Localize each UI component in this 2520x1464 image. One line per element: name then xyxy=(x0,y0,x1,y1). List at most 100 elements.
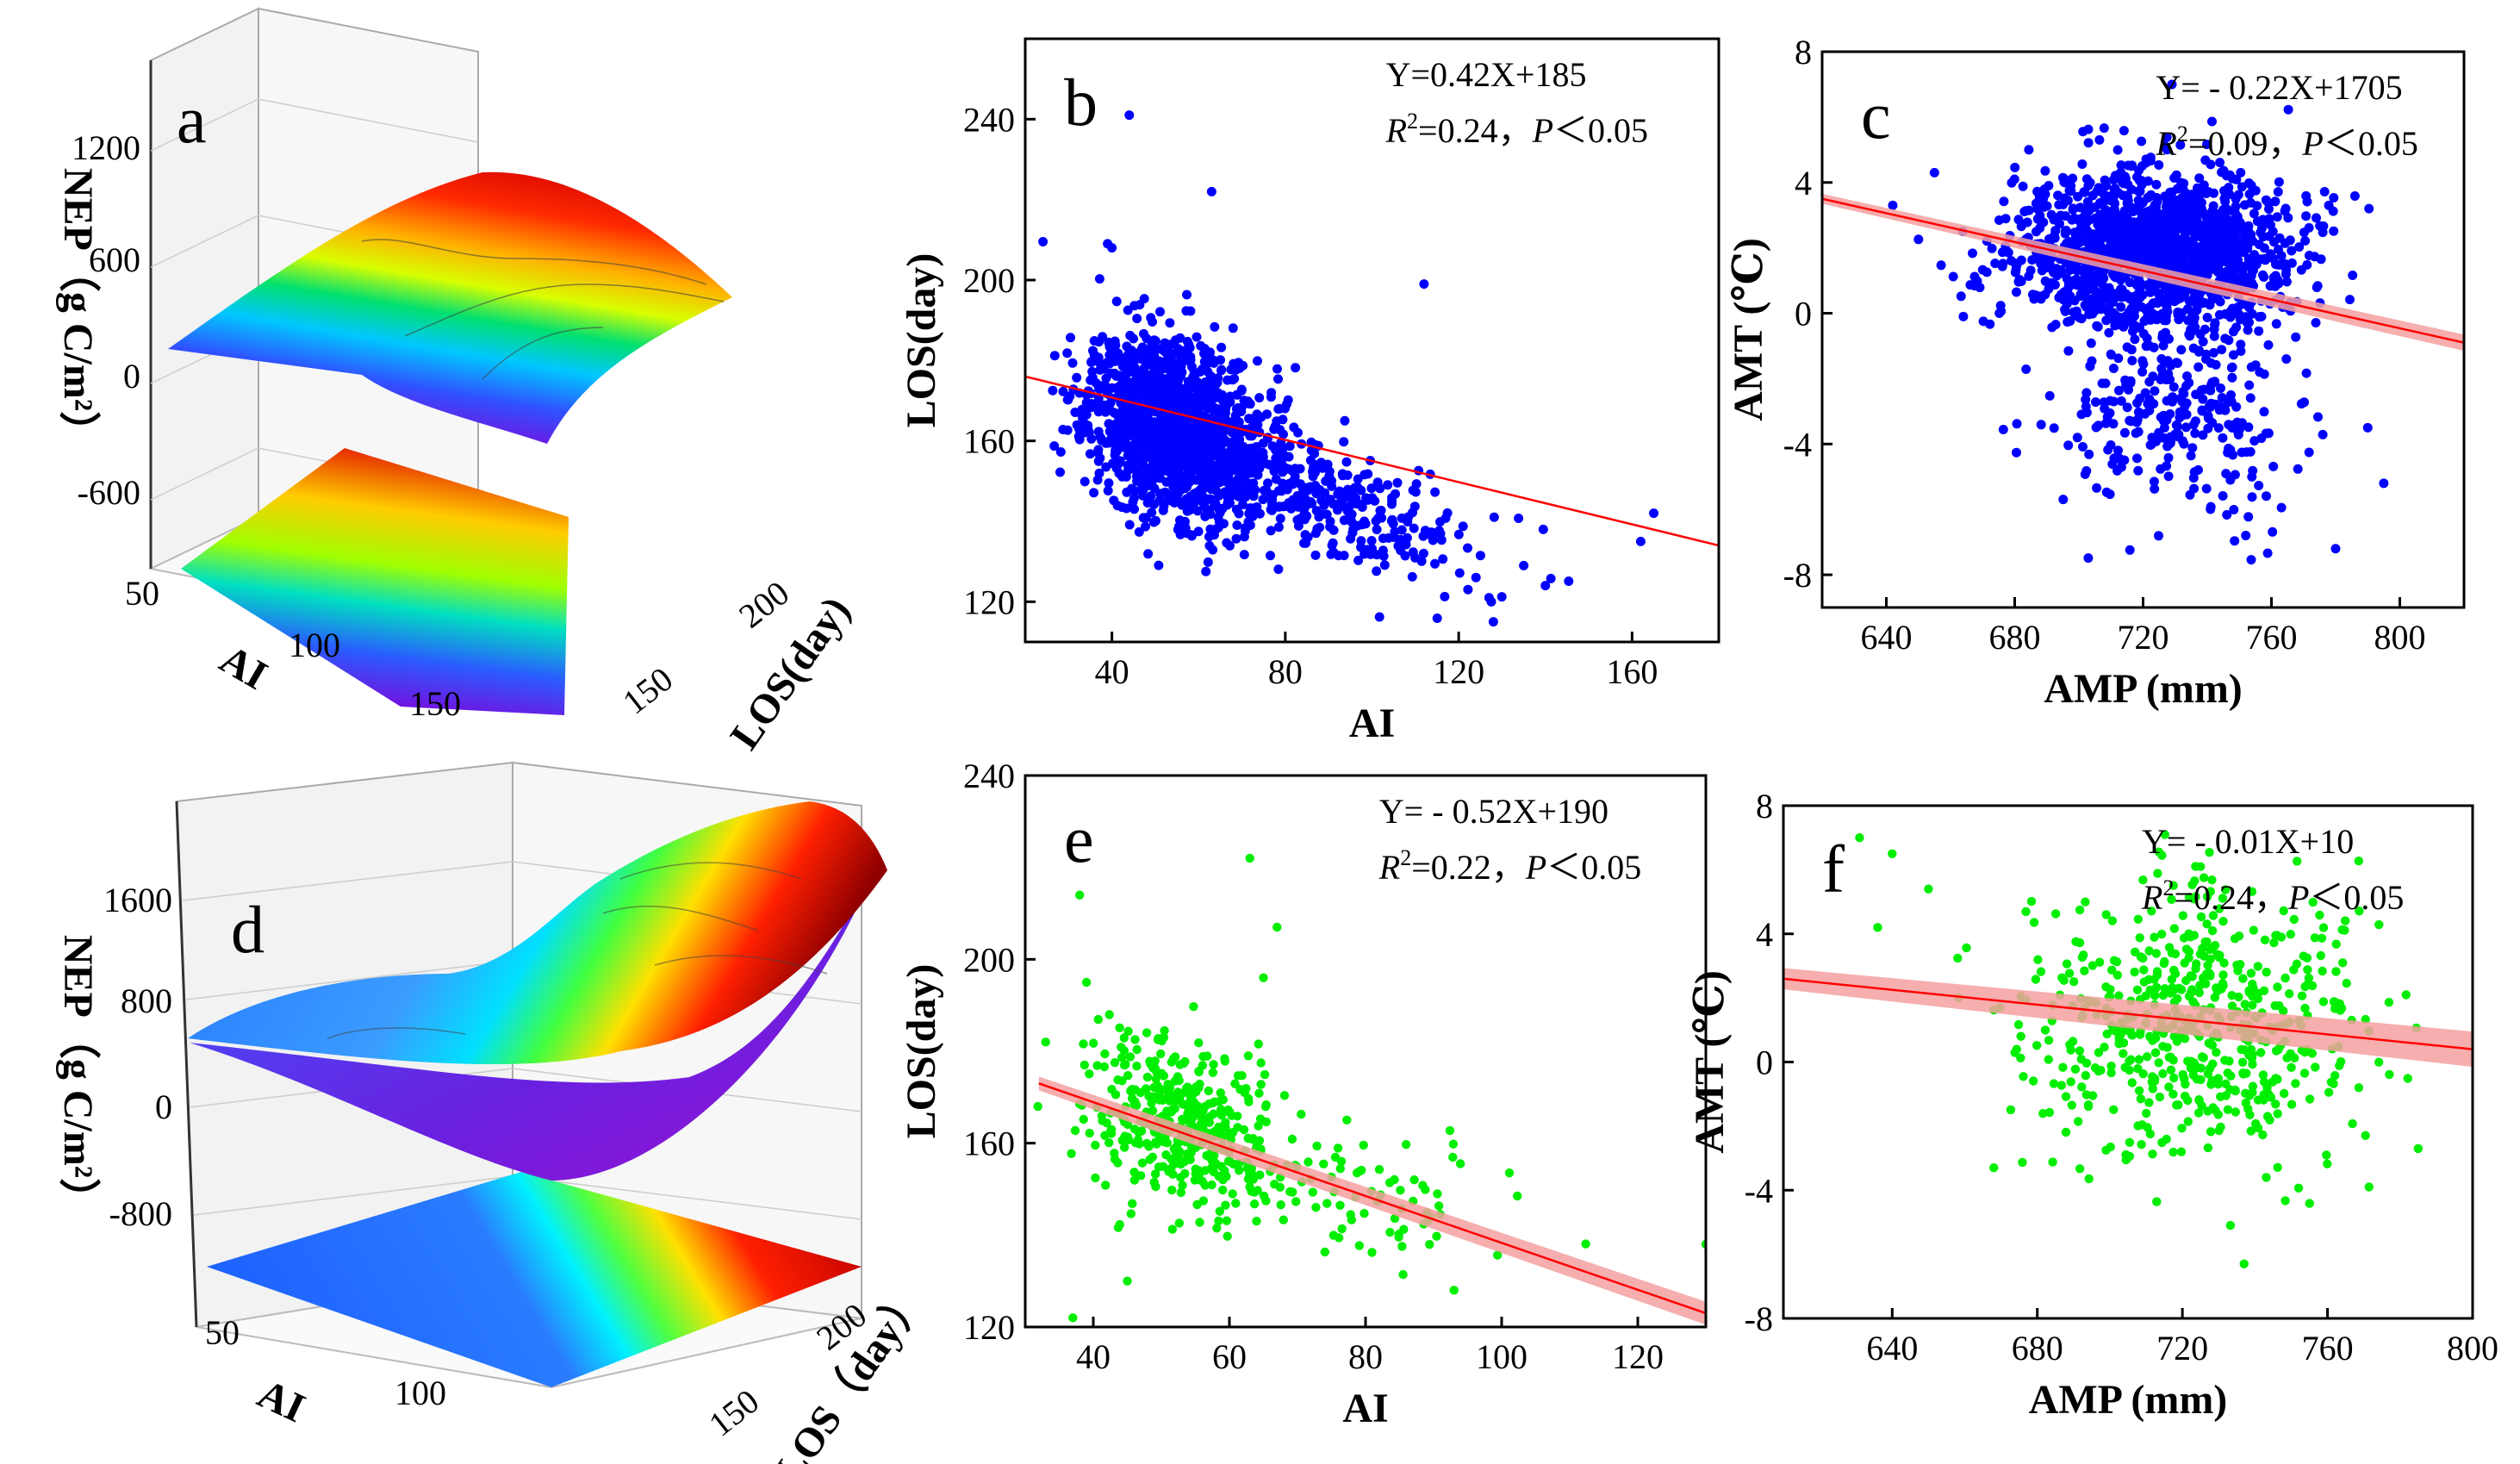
data-point xyxy=(1241,492,1251,502)
data-point xyxy=(1198,459,1208,470)
data-point xyxy=(1180,447,1191,458)
data-point xyxy=(2075,202,2085,213)
data-point xyxy=(2196,862,2206,871)
data-point xyxy=(2196,912,2206,922)
data-point xyxy=(1148,343,1158,353)
plot-frame xyxy=(1024,37,1720,644)
data-point xyxy=(1333,1143,1343,1153)
p-value: ＜0.05 xyxy=(1546,848,1641,887)
data-point xyxy=(2081,897,2090,906)
p-symbol: P xyxy=(2301,124,2323,163)
data-point xyxy=(1394,1230,1404,1239)
data-point xyxy=(2342,978,2351,988)
data-point xyxy=(2179,210,2189,221)
data-point xyxy=(1354,1241,1365,1250)
data-point xyxy=(1403,512,1414,522)
data-point xyxy=(2050,280,2060,290)
data-point xyxy=(2058,172,2068,183)
data-point xyxy=(1475,551,1485,561)
data-point xyxy=(1241,466,1251,477)
data-point xyxy=(1987,243,1997,253)
data-point xyxy=(2135,292,2145,302)
data-point xyxy=(1218,1095,1229,1105)
data-point xyxy=(1085,1128,1094,1138)
data-point xyxy=(2162,1043,2172,1052)
data-point xyxy=(2239,200,2249,210)
data-point xyxy=(1137,460,1148,470)
data-point xyxy=(2305,1199,2314,1208)
data-point xyxy=(2206,887,2215,896)
data-point xyxy=(2077,952,2088,963)
data-point xyxy=(1233,1071,1243,1081)
data-point xyxy=(2247,887,2257,896)
data-point xyxy=(2345,295,2355,305)
y-tick-label: -4 xyxy=(1745,1171,1773,1210)
r2-value: =0.22， xyxy=(1411,848,1526,887)
y-tick-label: 4 xyxy=(1756,915,1773,954)
nep-surface-d xyxy=(188,801,887,1065)
data-point xyxy=(2058,1062,2068,1072)
data-point xyxy=(1222,1216,1232,1225)
data-point xyxy=(2140,227,2150,237)
y-axis-label: LOS(day) xyxy=(899,964,944,1139)
data-point xyxy=(1427,527,1436,538)
data-point xyxy=(2089,306,2100,316)
data-point xyxy=(1432,1231,1441,1241)
data-point xyxy=(1202,1116,1212,1125)
data-point xyxy=(1306,445,1316,456)
data-point xyxy=(1125,330,1136,340)
data-point xyxy=(1093,447,1103,458)
data-point xyxy=(2254,240,2264,250)
data-point xyxy=(1261,1100,1271,1110)
data-point xyxy=(1167,1224,1178,1234)
data-point xyxy=(1419,279,1429,290)
data-point xyxy=(2168,1056,2178,1065)
data-point xyxy=(1033,1101,1042,1112)
data-point xyxy=(2116,275,2125,285)
data-point xyxy=(2221,885,2231,894)
r2-symbol: R xyxy=(2141,878,2162,917)
data-point xyxy=(1458,521,1468,532)
data-point xyxy=(2224,266,2235,277)
data-point xyxy=(2201,483,2212,494)
data-point xyxy=(1080,477,1090,487)
data-point xyxy=(1171,335,1181,346)
data-point xyxy=(1070,408,1080,417)
data-point xyxy=(1372,525,1382,534)
data-point xyxy=(2144,302,2155,312)
data-point xyxy=(2157,1137,2167,1148)
data-point xyxy=(1143,549,1154,559)
data-point xyxy=(1174,1218,1185,1228)
data-point xyxy=(2195,329,2206,340)
data-point xyxy=(2102,1029,2112,1039)
data-point xyxy=(2234,992,2243,1002)
data-point xyxy=(2078,442,2088,452)
data-point xyxy=(1089,1038,1098,1048)
data-point xyxy=(2206,159,2216,170)
data-point xyxy=(2082,285,2093,296)
x-tick-label: 40 xyxy=(1095,652,1129,691)
data-point xyxy=(2033,955,2043,964)
data-point xyxy=(1948,271,1958,282)
data-point xyxy=(2084,449,2094,459)
data-point xyxy=(2012,447,2021,458)
data-point xyxy=(1152,430,1162,440)
data-point xyxy=(1185,471,1196,482)
data-point xyxy=(2259,1090,2268,1100)
data-point xyxy=(2061,1127,2071,1137)
data-point xyxy=(2167,894,2176,905)
data-point xyxy=(2311,318,2321,327)
data-point xyxy=(2218,894,2228,903)
data-point xyxy=(2236,346,2246,356)
data-point xyxy=(1513,1191,1522,1201)
data-point xyxy=(2374,1057,2384,1067)
data-point xyxy=(1328,547,1339,558)
data-point xyxy=(1188,372,1198,383)
data-point xyxy=(2227,372,2237,383)
data-point xyxy=(1409,523,1419,533)
data-point xyxy=(2222,227,2232,236)
data-point xyxy=(2322,1150,2331,1160)
data-point xyxy=(1100,381,1111,391)
data-point xyxy=(2244,302,2255,313)
data-point xyxy=(1291,1197,1301,1206)
